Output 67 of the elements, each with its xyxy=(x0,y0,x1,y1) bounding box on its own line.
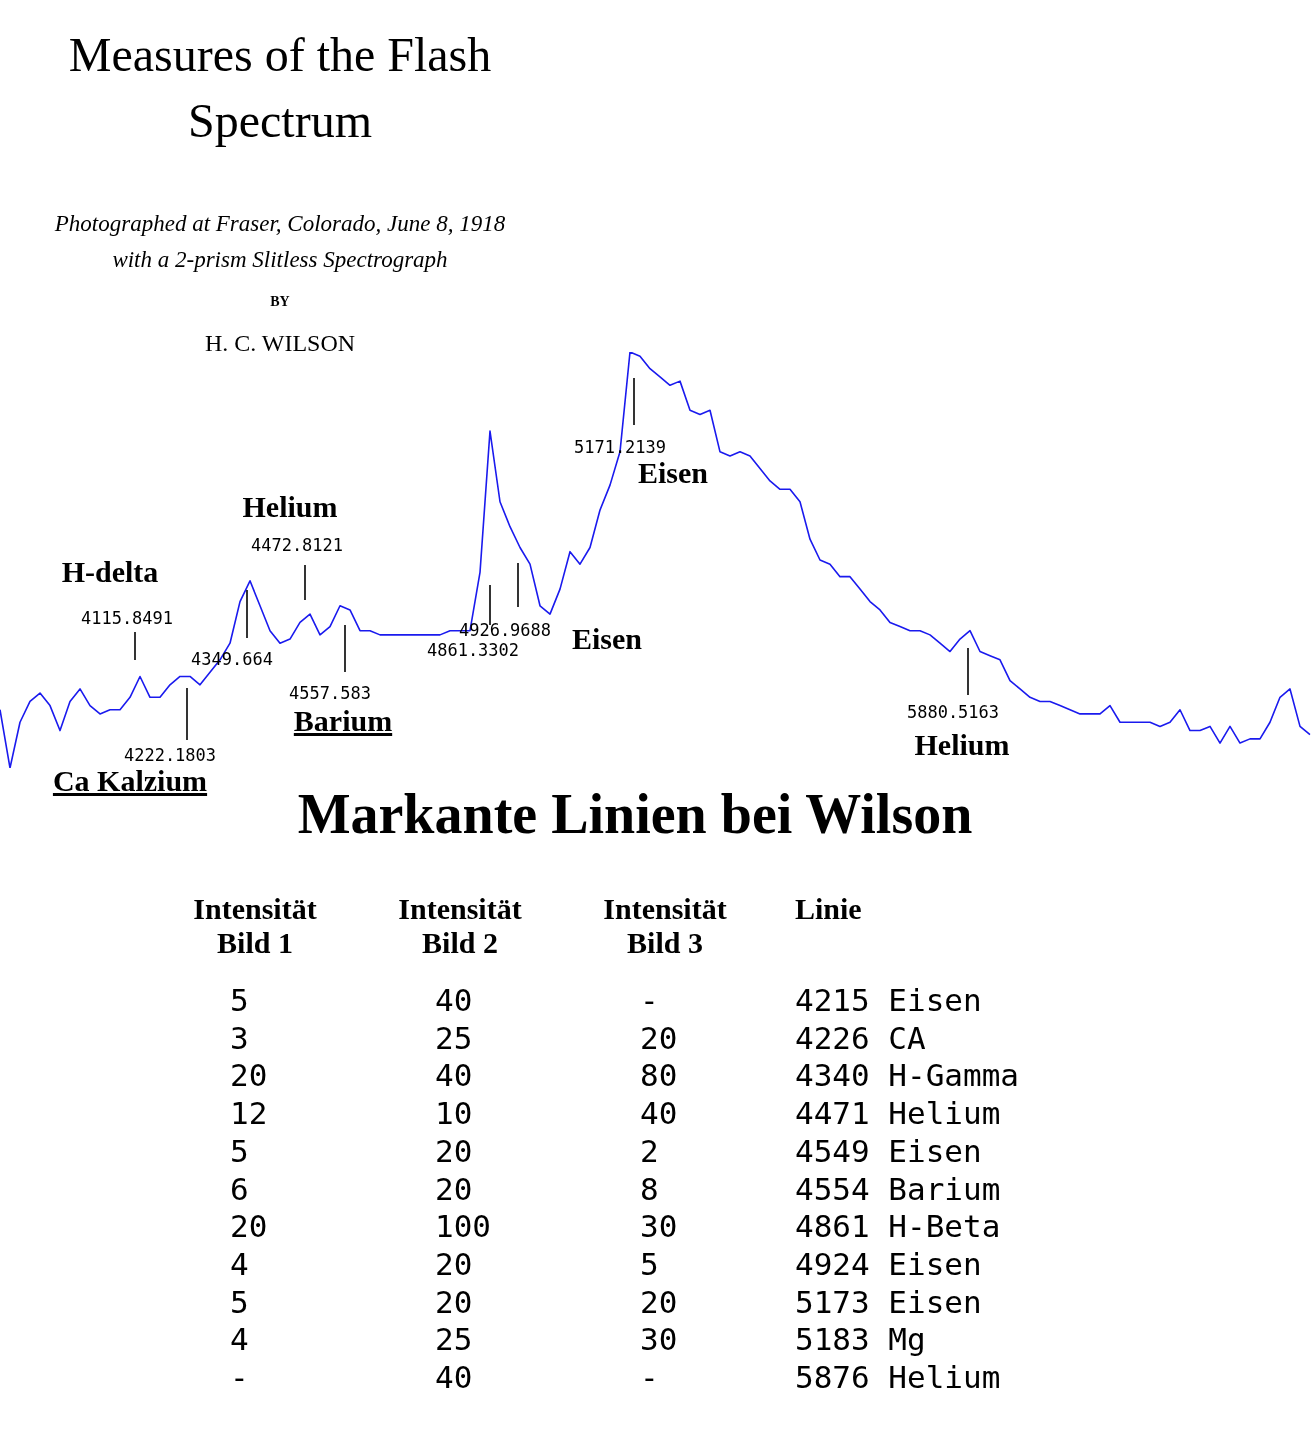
text: - xyxy=(639,982,660,1020)
text: 5876 Helium xyxy=(794,1359,1002,1397)
text: Markante Linien bei Wilson xyxy=(297,783,973,845)
text: - xyxy=(639,1359,660,1397)
text: 4861 H-Beta xyxy=(794,1208,1002,1246)
annotation: 4557.583 xyxy=(289,683,371,703)
text: 30 xyxy=(639,1321,679,1360)
text: 20 xyxy=(639,1283,679,1322)
annotation: Eisen xyxy=(637,456,709,489)
text: 3 xyxy=(229,1019,250,1058)
text: 5 xyxy=(229,1132,250,1171)
text: 5 xyxy=(229,982,250,1020)
text: 4340 H-Gamma xyxy=(794,1057,1020,1096)
text: 4554 Barium xyxy=(794,1170,1002,1209)
text: 80 xyxy=(639,1057,679,1096)
text: 25 xyxy=(434,1019,474,1058)
text: 8 xyxy=(639,1170,660,1209)
text: 20 xyxy=(229,1208,269,1246)
text: 5 xyxy=(639,1245,660,1284)
annotation: 4861.3302 xyxy=(426,640,520,660)
text: 20 xyxy=(434,1245,474,1284)
text: 40 xyxy=(434,1057,474,1096)
text: 30 xyxy=(639,1208,679,1246)
annotation: Ca Kalzium xyxy=(52,764,208,797)
text: 40 xyxy=(434,982,474,1020)
text: - xyxy=(229,1359,250,1397)
text: 20 xyxy=(229,1057,269,1096)
text: 4549 Eisen xyxy=(794,1132,983,1171)
text: 5 xyxy=(229,1283,250,1322)
text: 4 xyxy=(229,1321,250,1360)
chart-subtitle: Photographed at Fraser, Colorado, June 8, 1918 with a 2-prism Slitless Spectrograph xyxy=(53,210,507,274)
text: 20 xyxy=(434,1170,474,1209)
annotation: 4222.1803 xyxy=(123,745,217,765)
text: 40 xyxy=(639,1095,679,1133)
annotation: Helium xyxy=(914,728,1010,761)
text: 10 xyxy=(434,1095,474,1133)
annotation: H-delta xyxy=(61,555,159,588)
text: 4924 Eisen xyxy=(794,1245,983,1284)
text: BY xyxy=(269,294,291,310)
annotation: 4115.8491 xyxy=(80,608,174,628)
annotation: Eisen xyxy=(571,622,643,655)
text: Linie xyxy=(794,892,863,927)
text: 100 xyxy=(434,1208,492,1246)
annotation: Helium xyxy=(242,490,338,523)
text: Intensität Bild 1 xyxy=(192,892,318,960)
annotation: 4926.9688 xyxy=(458,620,552,640)
text: 4 xyxy=(229,1245,250,1284)
text: 6 xyxy=(229,1170,250,1209)
annotation: H. C. WILSON xyxy=(203,330,357,357)
text: 2 xyxy=(639,1132,660,1171)
text: 5183 Mg xyxy=(794,1321,927,1360)
text: 4471 Helium xyxy=(794,1095,1002,1133)
text: 20 xyxy=(434,1283,474,1322)
text: 20 xyxy=(434,1132,474,1171)
text: 25 xyxy=(434,1321,474,1360)
text: 4226 CA xyxy=(794,1019,927,1058)
annotation: Barium xyxy=(293,704,393,737)
text: Intensität Bild 2 xyxy=(397,892,523,960)
text: Intensität Bild 3 xyxy=(602,892,728,960)
text: 40 xyxy=(434,1359,474,1397)
text: 12 xyxy=(229,1095,269,1133)
chart-title: Measures of the Flash Spectrum xyxy=(67,27,493,149)
text: 5173 Eisen xyxy=(794,1283,983,1322)
text: 4215 Eisen xyxy=(794,982,983,1020)
annotation: 4472.8121 xyxy=(250,535,344,555)
text: 20 xyxy=(639,1019,679,1058)
annotation: 5880.5163 xyxy=(906,702,1000,722)
